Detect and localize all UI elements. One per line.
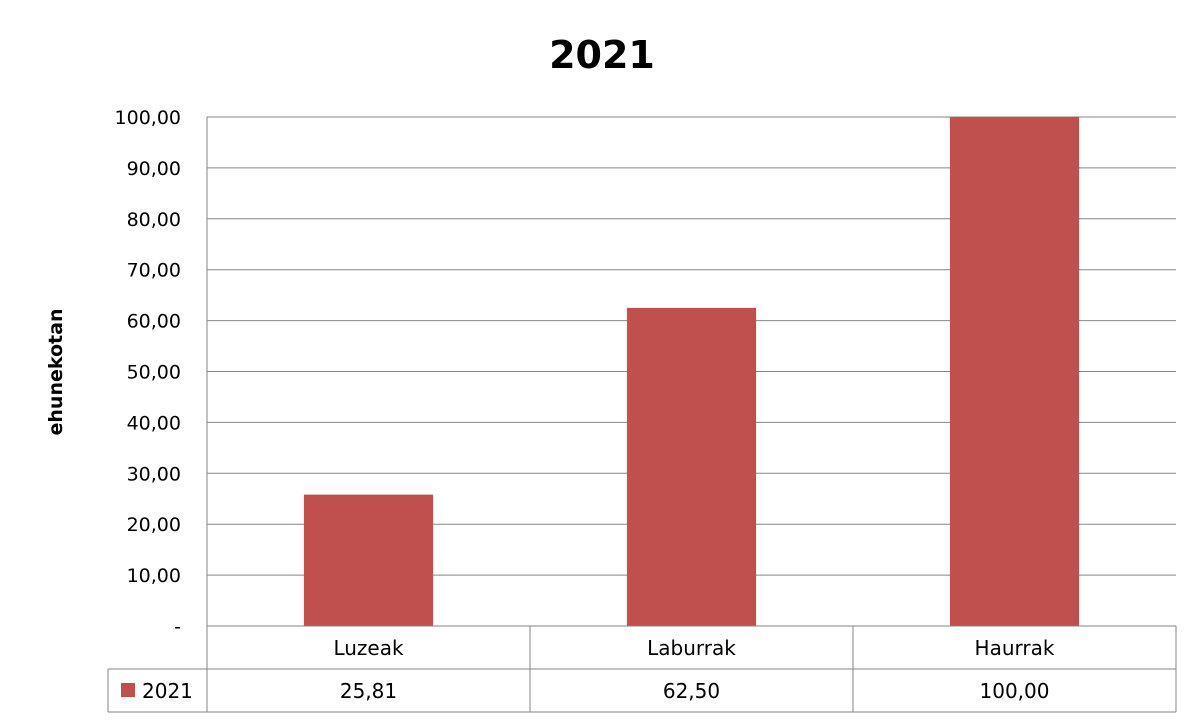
legend-swatch [121,683,135,697]
y-tick-label: - [174,616,181,638]
y-tick-label: 40,00 [127,412,181,434]
y-tick-label: 90,00 [127,158,181,180]
y-tick-label: 50,00 [127,362,181,384]
y-tick-label: 100,00 [115,107,181,129]
y-tick-label: 20,00 [127,514,181,536]
data-table: Luzeak 25,81 Laburrak 62,50 Haurrak 100,00 202… [107,625,1177,713]
bar-laburrak [626,307,757,626]
y-tick-label: 70,00 [127,260,181,282]
category-label: Luzeak [333,636,404,660]
y-tick-label: 60,00 [127,311,181,333]
y-tick-label: 80,00 [127,209,181,231]
data-table-value: 25,81 [340,679,397,703]
data-table-value: 100,00 [980,679,1050,703]
legend-series-name: 2021 [142,679,193,703]
data-table-value: 62,50 [663,679,720,703]
category-label: Haurrak [975,636,1055,660]
y-tick-labels: - 10,00 20,00 30,00 40,00 50,00 60,00 70,00 80,0… [115,107,181,638]
y-tick-label: 10,00 [127,565,181,587]
y-tick-label: 30,00 [127,463,181,485]
bars [303,117,1080,626]
y-axis-label: ehunekotan [45,309,67,436]
bar-luzeak [303,494,434,626]
bar-haurrak [949,117,1080,626]
category-label: Laburrak [647,636,736,660]
chart-title: 2021 [549,33,655,77]
